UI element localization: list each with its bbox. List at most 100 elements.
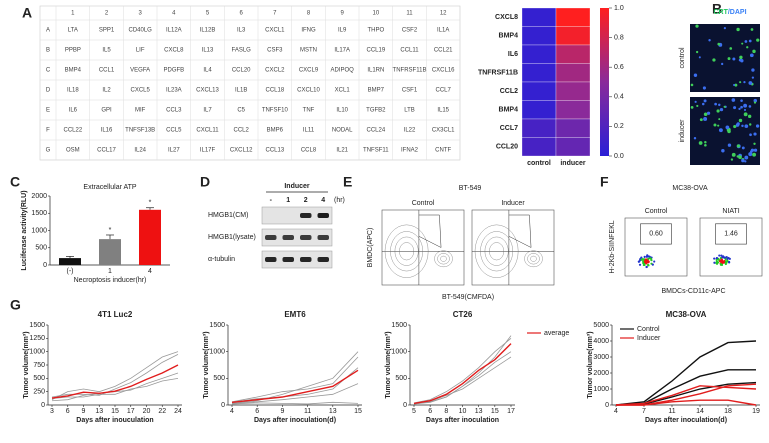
y-axis-label: Tumor volume(mm³) [587, 331, 594, 398]
table-cell: CXCL1 [265, 28, 285, 34]
heatmap-cell [555, 63, 591, 83]
cell-dot [753, 148, 758, 152]
y-tick-label: 0 [41, 402, 45, 409]
y-tick-label: 2000 [593, 370, 609, 377]
y-axis-label: Luciferase activity(RLU) [21, 190, 28, 270]
cell-dot [704, 143, 707, 147]
heatmap-col-label: control [527, 160, 551, 167]
table-cell: IL1A [437, 28, 449, 34]
table-cell: CCL21 [434, 48, 453, 54]
event [717, 258, 720, 261]
cell-dot [741, 42, 744, 45]
blot-row-label: α-tubulin [208, 256, 235, 263]
table-header: 5 [206, 11, 210, 17]
series-line [615, 340, 757, 406]
cell-dot [740, 105, 743, 109]
table-cell: IL18 [67, 88, 79, 94]
cell-dot [743, 103, 748, 108]
cell-dot [743, 108, 747, 112]
x-tick-label: 1 [108, 268, 112, 275]
heatmap-cell [521, 118, 557, 138]
x-axis-label: Days after inoculation(d) [645, 417, 727, 424]
event [637, 260, 641, 263]
cell-dot [703, 99, 707, 103]
event [713, 257, 716, 260]
cell-dot [730, 158, 734, 161]
x-tick-label: 15 [111, 408, 119, 415]
cell-dot [736, 27, 740, 32]
table-cell: IL9 [338, 28, 347, 34]
event [727, 260, 731, 264]
event [642, 262, 645, 265]
cell-dot [743, 112, 748, 117]
cell-dot [727, 57, 731, 60]
cell-dot [753, 98, 758, 103]
x-axis-label: Days after inoculation [426, 417, 499, 424]
heatmap-cell [521, 7, 557, 27]
panel-label: C [10, 174, 20, 190]
chart-title: CT26 [453, 310, 473, 319]
table-cell: PPBP [65, 48, 81, 54]
y-tick-label: 500 [395, 375, 407, 382]
gate [715, 223, 747, 245]
panel-label: G [10, 297, 21, 313]
cell-dot [755, 124, 760, 128]
table-cell: MIF [135, 108, 146, 114]
y-tick-label: 1000 [29, 349, 45, 356]
chart-title: Extracellular ATP [83, 184, 136, 191]
cell-dot [744, 124, 749, 129]
image-title: CRT/DAPI [713, 9, 746, 16]
x-axis-label: Days after inouculation [76, 417, 153, 424]
x-tick-label: 17 [507, 408, 515, 415]
table-cell: IL12A [166, 28, 182, 34]
event [719, 259, 722, 262]
table-cell: MSTN [300, 48, 317, 54]
title-part: CRT [713, 9, 728, 16]
cell-dot [696, 104, 699, 108]
table-cell: IL11 [303, 128, 315, 134]
table-cell: C5 [237, 108, 245, 114]
table-cell: XCL1 [335, 88, 351, 94]
cell-dot [744, 40, 748, 43]
event [721, 256, 724, 259]
cell-dot [741, 158, 745, 163]
heatmap-cell [555, 118, 591, 138]
y-tick-label: 3000 [593, 354, 609, 361]
cell-dot [741, 146, 745, 150]
table-row-label: G [46, 148, 51, 154]
heatmap-cell [521, 100, 557, 120]
blot-band [265, 257, 277, 262]
event [646, 261, 650, 264]
cell-dot [733, 83, 736, 87]
cell-dot [748, 152, 753, 157]
x-axis-label: BT-549(CMFDA) [442, 294, 494, 301]
table-cell: ADIPOQ [330, 68, 354, 74]
table-cell: IL13 [202, 48, 214, 54]
cell-dot [693, 137, 697, 140]
blot-row-label: HMGB1(lysate) [208, 234, 256, 241]
cell-dot [736, 122, 740, 126]
x-axis-label: Days after inoculation(d) [254, 417, 336, 424]
table-cell: CXCL8 [164, 48, 184, 54]
blot-unit: (hr) [334, 197, 345, 204]
y-tick-label: 500 [33, 375, 45, 382]
contour [527, 253, 540, 265]
cell-dot [706, 111, 711, 115]
series-line [413, 351, 512, 405]
blot-band [300, 235, 312, 240]
contour [440, 255, 447, 262]
heatmap-cell [555, 137, 591, 157]
colorbar-tick-label: 0.6 [614, 64, 624, 71]
table-cell: CCL3 [166, 108, 182, 114]
event [728, 257, 731, 260]
contour [437, 253, 450, 265]
series-line [413, 335, 512, 405]
y-tick-label: 1000 [31, 227, 47, 234]
table-frame [39, 5, 461, 161]
x-tick-label: 22 [158, 408, 166, 415]
cell-dot [694, 100, 697, 103]
blot-title: Inducer [284, 183, 310, 190]
table-header: 11 [406, 11, 413, 17]
contour [394, 236, 419, 266]
y-axis-label: Tumor volume(mm³) [385, 331, 392, 398]
